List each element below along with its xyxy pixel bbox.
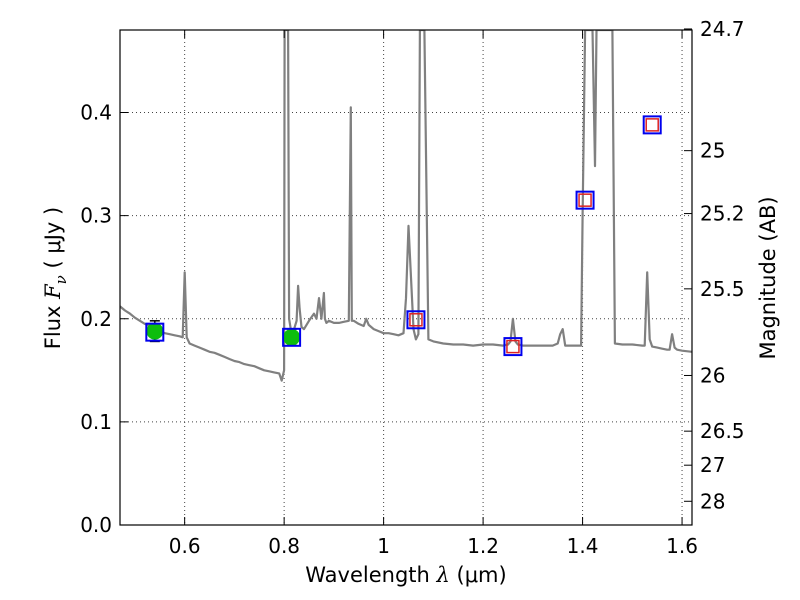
y2-tick-label: 27 [700,453,725,477]
y2-tick-label: 25 [700,139,725,163]
y2-tick-label: 28 [700,489,725,513]
x-tick-label: 1.2 [467,534,499,558]
y2-tick-label: 26.5 [700,419,745,443]
x-tick-label: 0.8 [268,534,300,558]
y2-tick-label: 26 [700,363,725,387]
x-axis-label: Wavelength λ (μm) [305,563,506,587]
upper-limit-square [506,339,520,354]
plot-area [120,30,692,382]
upper-limit-square [409,313,423,327]
x-tick-label: 1.6 [666,534,698,558]
y2-tick-label: 25.5 [700,277,745,301]
model-bandpass-square [642,115,662,135]
detection-point [146,322,164,340]
y2-axis-label: Magnitude (AB) [756,196,780,359]
y-tick-label: 0.4 [80,101,112,125]
axis-ticks: 0.6 0.8 1 1.2 1.4 1.6 0.0 0.1 0.2 0.3 0.4 24.7 25 25.… [80,17,744,558]
y-tick-label: 0.2 [80,307,112,331]
x-tick-label: 1.4 [567,534,599,558]
y-axis-label: Flux Fν ( μJy ) [41,207,70,349]
model-bandpass-square [406,310,426,330]
model-bandpass-square [145,322,165,342]
model-bandpass-square [503,337,523,357]
y-tick-label: 0.0 [80,513,112,537]
model-bandpass-square [575,190,595,210]
data-markers [145,115,662,357]
y-tick-label: 0.3 [80,204,112,228]
x-tick-label: 0.6 [169,534,201,558]
y-tick-label: 0.1 [80,410,112,434]
detection-point [283,328,301,346]
model-bandpass-square [282,327,302,347]
plot-frame [119,29,693,526]
upper-limit-square [645,118,659,132]
upper-limit-square [578,193,592,207]
model-spectrum-line [120,30,692,382]
y2-tick-label: 24.7 [700,17,745,41]
x-tick-label: 1 [377,534,390,558]
y2-tick-label: 25.2 [700,202,745,226]
